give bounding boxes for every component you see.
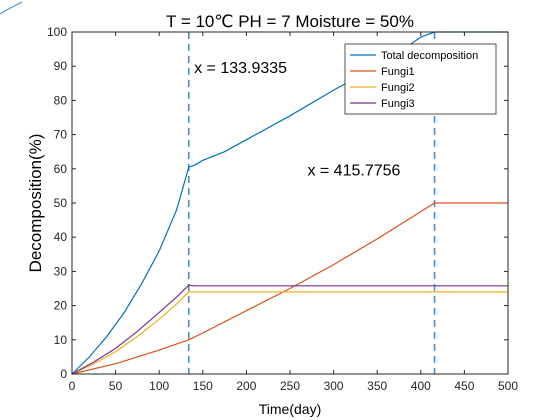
series-line	[71, 202, 508, 375]
ticks: 0 50 100 150 200 250 300 350 400 450 500 0 10 20 30 40 5…	[47, 25, 518, 393]
y-tick-label: 30	[54, 264, 68, 278]
legend-label: Fungi3	[381, 98, 415, 110]
y-tick-label: 100	[47, 25, 67, 39]
legend-label: Total decomposition	[381, 50, 478, 62]
series-lines	[71, 31, 508, 375]
chart-title: T = 10℃ PH = 7 Moisture = 50%	[166, 12, 414, 31]
legend-label: Fungi2	[381, 82, 415, 94]
y-tick-label: 90	[54, 59, 68, 73]
x-tick-label: 50	[109, 379, 123, 393]
x-tick-label: 0	[69, 379, 76, 393]
y-tick-label: 60	[54, 162, 68, 176]
x-tick-label: 450	[454, 379, 474, 393]
series-line	[71, 291, 508, 375]
y-tick-label: 0	[60, 367, 67, 381]
series-line	[71, 284, 508, 375]
plot-box	[71, 31, 509, 375]
x-tick-label: 200	[236, 379, 256, 393]
x-tick-label: 300	[324, 379, 344, 393]
y-tick-label: 50	[54, 196, 68, 210]
x-tick-label: 150	[193, 379, 213, 393]
x-tick-label: 350	[367, 379, 387, 393]
y-axis-label: Decomposition(%)	[26, 134, 45, 273]
legend: Total decomposition Fungi1 Fungi2 Fungi3	[344, 43, 497, 115]
y-tick-label: 20	[54, 299, 68, 313]
series-line	[71, 31, 508, 375]
x-axis-label: Time(day)	[259, 401, 322, 417]
x-tick-label: 500	[498, 379, 518, 393]
y-tick-label: 80	[54, 93, 68, 107]
corner-arc	[0, 1, 23, 15]
annotation-x2: x = 415.7756	[307, 163, 400, 180]
x-tick-label: 100	[149, 379, 169, 393]
y-tick-label: 40	[54, 230, 68, 244]
legend-box	[344, 43, 497, 115]
y-tick-label: 10	[54, 333, 68, 347]
x-tick-label: 250	[280, 379, 300, 393]
x-tick-label: 400	[411, 379, 431, 393]
y-tick-label: 70	[54, 128, 68, 142]
legend-label: Fungi1	[381, 66, 415, 78]
annotation-x1: x = 133.9335	[194, 60, 287, 77]
